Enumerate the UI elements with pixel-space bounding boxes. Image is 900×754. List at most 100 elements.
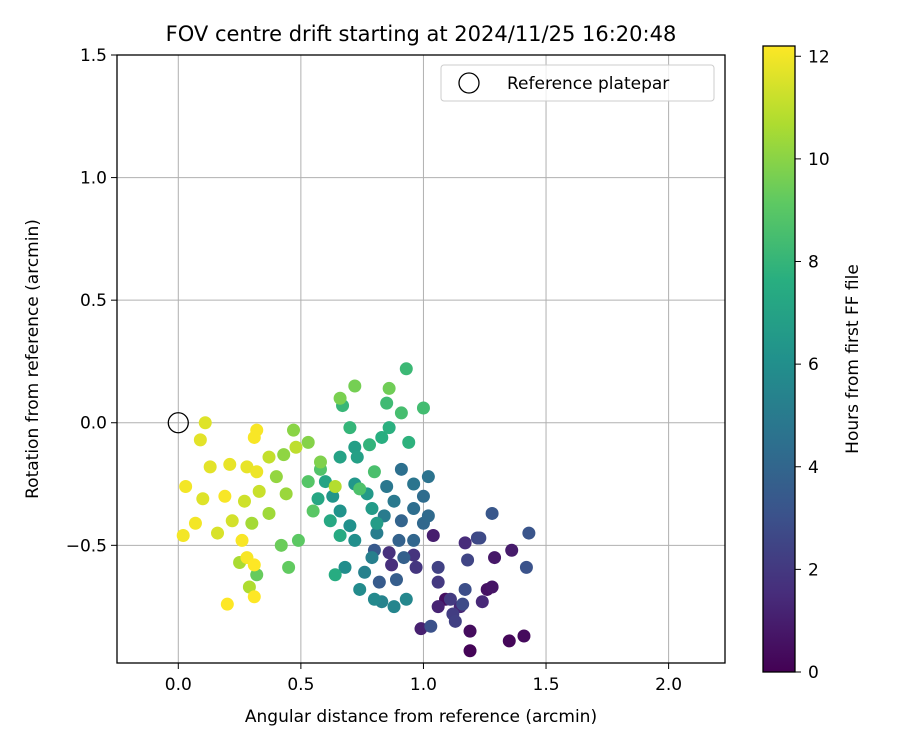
data-point [176, 529, 190, 543]
data-point [323, 514, 337, 528]
data-point [328, 479, 342, 493]
data-point [416, 489, 430, 503]
data-point [343, 421, 357, 435]
x-axis-ticks: 0.0 0.5 1.0 1.5 2.0 [165, 663, 682, 695]
data-point [407, 502, 421, 516]
legend-label: Reference platepar [507, 74, 669, 94]
colorbar: 0 2 4 6 8 10 12 Hours from first FF file [762, 45, 863, 683]
data-point [326, 489, 340, 503]
y-tick-label: −0.5 [66, 536, 107, 556]
data-point [242, 580, 256, 594]
y-axis-ticks: −0.5 0.0 0.5 1.0 1.5 [66, 46, 117, 556]
data-point [365, 551, 379, 565]
data-point [269, 470, 283, 484]
data-point [448, 614, 462, 628]
data-point [443, 592, 457, 606]
data-point [225, 514, 239, 528]
data-points [176, 362, 536, 658]
grid [117, 54, 725, 663]
data-point [421, 470, 435, 484]
data-point [348, 379, 362, 393]
reference-point-circle [167, 412, 189, 434]
data-point [196, 492, 210, 506]
data-point [277, 448, 291, 462]
data-point [365, 502, 379, 516]
x-axis-label: Angular distance from reference (arcmin) [245, 707, 597, 727]
data-point [389, 573, 403, 587]
data-point [407, 533, 421, 547]
data-point [458, 536, 472, 550]
y-tick-label: 0.0 [80, 414, 107, 434]
data-point [399, 362, 413, 376]
data-point [289, 440, 303, 454]
data-point [421, 509, 435, 523]
data-point [485, 506, 499, 520]
data-point [363, 438, 377, 452]
data-point [367, 465, 381, 479]
data-point [287, 423, 301, 437]
data-point [247, 590, 261, 604]
data-point [463, 624, 477, 638]
data-point [328, 568, 342, 582]
data-point [179, 479, 193, 493]
data-point [519, 560, 533, 574]
data-point [367, 592, 381, 606]
y-tick-label: 1.0 [80, 169, 107, 189]
colorbar-tick-label: 8 [808, 253, 819, 273]
data-point [426, 529, 440, 543]
data-point [211, 526, 225, 540]
legend-box [440, 64, 715, 102]
data-point [382, 421, 396, 435]
colorbar-tick-label: 4 [808, 458, 819, 478]
data-point [392, 533, 406, 547]
data-point [247, 558, 261, 572]
data-point [394, 514, 408, 528]
data-point [223, 457, 237, 471]
colorbar-tick-label: 10 [808, 150, 830, 170]
data-point [245, 516, 259, 530]
x-tick-label: 1.0 [410, 675, 437, 695]
data-point [262, 450, 276, 464]
colorbar-tick-label: 6 [808, 355, 819, 375]
data-point [250, 465, 264, 479]
x-tick-label: 0.5 [287, 675, 314, 695]
data-point [311, 492, 325, 506]
data-point [380, 479, 394, 493]
data-point [505, 543, 519, 557]
data-point [353, 582, 367, 596]
data-point [358, 565, 372, 579]
legend: Reference platepar [440, 64, 715, 102]
data-point [407, 477, 421, 491]
data-point [291, 533, 305, 547]
data-point [414, 622, 428, 636]
data-point [394, 462, 408, 476]
y-tick-label: 0.5 [80, 291, 107, 311]
data-point [313, 455, 327, 469]
data-point [318, 475, 332, 489]
data-point [458, 582, 472, 596]
data-point [348, 440, 362, 454]
data-point [306, 504, 320, 518]
data-point [301, 475, 315, 489]
data-point [382, 381, 396, 395]
legend-circle-icon [458, 72, 480, 94]
data-point [203, 460, 217, 474]
colorbar-tick-label: 0 [808, 663, 819, 683]
data-point [517, 629, 531, 643]
data-point [463, 644, 477, 658]
data-point [235, 533, 249, 547]
data-point [353, 482, 367, 496]
data-point [416, 401, 430, 415]
data-point [431, 600, 445, 614]
data-point [282, 560, 296, 574]
plot-frame [116, 54, 726, 664]
data-point [431, 575, 445, 589]
data-point [218, 489, 232, 503]
data-point [522, 526, 536, 540]
data-point [333, 391, 347, 405]
data-point [262, 506, 276, 520]
data-point [485, 580, 499, 594]
colorbar-label: Hours from first FF file [843, 264, 863, 454]
